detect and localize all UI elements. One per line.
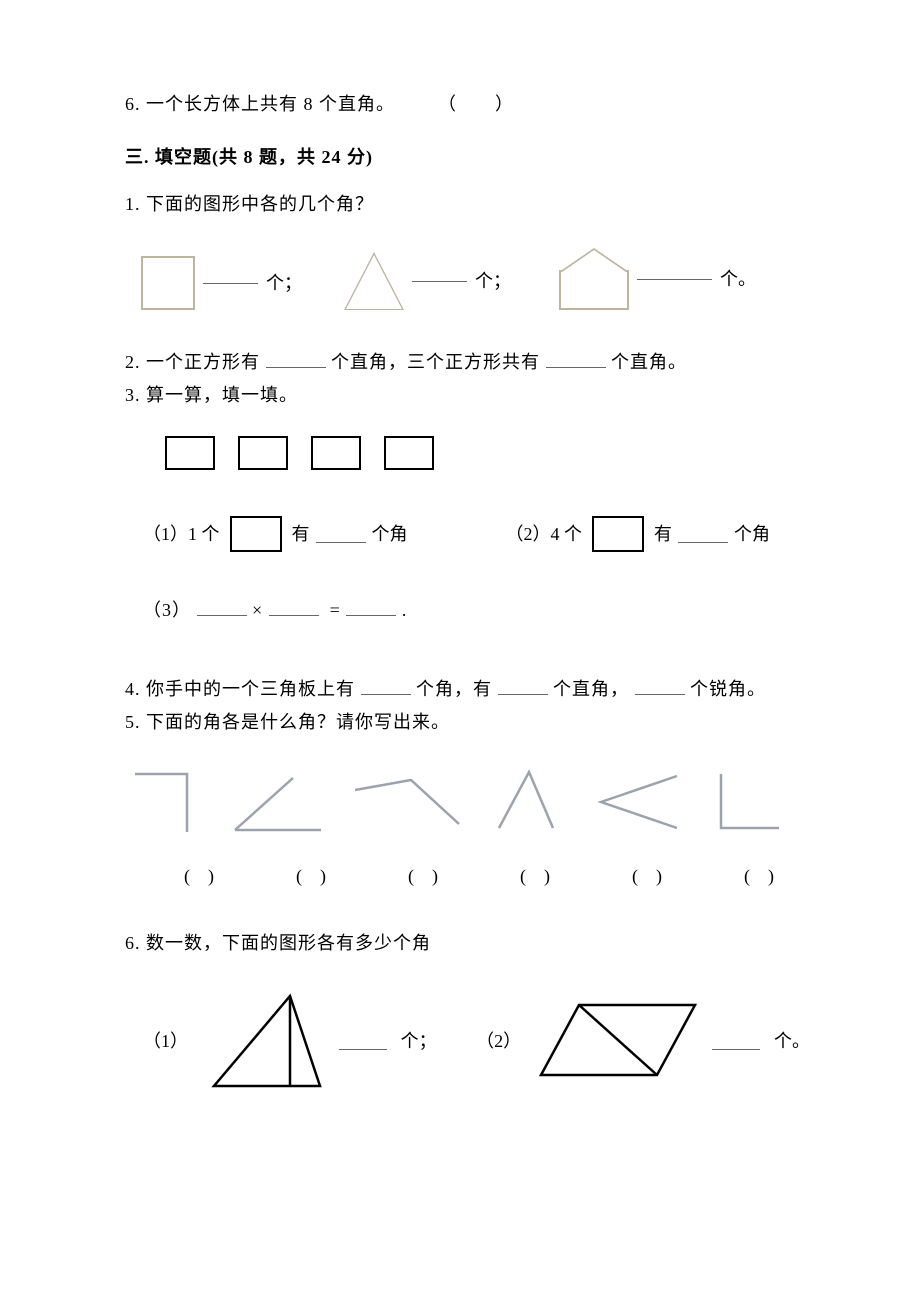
q6-sub1-label: （1） <box>143 1027 188 1056</box>
q3-sub-mid: 有 <box>654 520 672 549</box>
blank-input[interactable] <box>339 1032 387 1050</box>
q6-shapes-row: （1） 个； （2） 个。 <box>143 990 810 1092</box>
q1-shapes-row: 个； 个； 个。 <box>141 248 810 310</box>
q3-sub-end: 个角 <box>734 520 770 549</box>
q3-sub-end: 个角 <box>372 520 408 549</box>
blank-line <box>637 279 712 280</box>
rectangle-icon <box>238 436 288 470</box>
blank-input[interactable] <box>269 598 319 616</box>
q1-shape-triangle-unit: 个； <box>344 252 511 310</box>
angle-right-down-icon <box>133 772 205 834</box>
q3-sub-3: （3） × = . <box>143 596 810 625</box>
angle-caret-icon <box>491 768 567 834</box>
paren-blank[interactable]: ( ) <box>377 862 469 891</box>
q3-subquestions: （1）1 个 有 个角 （2）4 个 有 个角 <box>125 498 810 562</box>
blank-input[interactable] <box>635 677 685 695</box>
question-4: 4. 你手中的一个三角板上有 个角，有 个直角， 个锐角。 <box>125 675 810 704</box>
unit-label: 个； <box>475 267 511 296</box>
q2-text-b: 个直角，三个正方形共有 <box>331 352 540 372</box>
blank-line <box>412 281 467 282</box>
pentagon-icon <box>559 248 629 310</box>
q4-text-b: 个角，有 <box>416 679 492 699</box>
q2-text-a: 2. 一个正方形有 <box>125 352 260 372</box>
rectangle-icon <box>230 516 282 552</box>
section-3-header: 三. 填空题(共 8 题，共 24 分) <box>125 143 810 172</box>
angle-greater-icon <box>595 772 685 834</box>
unit-label: 个。 <box>720 265 756 294</box>
angle-acute-icon <box>233 772 325 834</box>
paren-blank[interactable]: ( ) <box>489 862 581 891</box>
q3-sub1-label: （1）1 个 <box>143 520 220 549</box>
blank-input[interactable] <box>678 525 728 543</box>
q3-sub-2: （2）4 个 有 个角 <box>506 516 771 552</box>
question-5: 5. 下面的角各是什么角？请你写出来。 <box>125 708 810 737</box>
blank-input[interactable] <box>498 677 548 695</box>
q3-sub2-label: （2）4 个 <box>506 520 583 549</box>
rectangle-icon <box>311 436 361 470</box>
blank-input[interactable] <box>546 350 606 368</box>
rectangle-icon <box>165 436 215 470</box>
q6-paren: （ ） <box>438 94 514 114</box>
q4-text-a: 4. 你手中的一个三角板上有 <box>125 679 355 699</box>
eq-sign: = <box>330 600 341 620</box>
question-3: 3. 算一算，填一填。 <box>125 381 810 410</box>
q4-text-d: 个锐角。 <box>690 679 766 699</box>
unit-label: 个。 <box>774 1027 810 1056</box>
unit-label: 个； <box>266 269 302 298</box>
angle-obtuse-icon <box>353 772 463 834</box>
mult-sign: × <box>252 600 263 620</box>
q6-text: 6. 一个长方体上共有 8 个直角。 <box>125 94 395 114</box>
blank-input[interactable] <box>346 598 396 616</box>
q3-rect-row <box>165 436 810 470</box>
q5-angles-row <box>133 768 810 834</box>
paren-blank[interactable]: ( ) <box>153 862 245 891</box>
triangle-right-shape-icon <box>202 990 325 1092</box>
q5-paren-row: ( ) ( ) ( ) ( ) ( ) ( ) <box>153 862 810 891</box>
q3-sub-mid: 有 <box>292 520 310 549</box>
rectangle-icon <box>592 516 644 552</box>
parallelogram-diag-icon <box>535 995 698 1087</box>
paren-blank[interactable]: ( ) <box>265 862 357 891</box>
question-6-bottom: 6. 数一数，下面的图形各有多少个角 <box>125 929 810 958</box>
q1-shape-pentagon-unit: 个。 <box>559 248 756 310</box>
blank-input[interactable] <box>712 1032 760 1050</box>
question-6-top: 6. 一个长方体上共有 8 个直角。 （ ） <box>125 90 810 119</box>
rectangle-icon <box>384 436 434 470</box>
blank-input[interactable] <box>316 525 366 543</box>
blank-input[interactable] <box>266 350 326 368</box>
question-2: 2. 一个正方形有 个直角，三个正方形共有 个直角。 <box>125 348 810 377</box>
paren-blank[interactable]: ( ) <box>601 862 693 891</box>
q3-sub-1: （1）1 个 有 个角 <box>143 516 408 552</box>
q2-text-c: 个直角。 <box>611 352 687 372</box>
dot: . <box>402 600 408 620</box>
unit-label: 个； <box>401 1027 437 1056</box>
q6-sub2-label: （2） <box>476 1027 521 1056</box>
q1-shape-square-unit: 个； <box>141 256 302 310</box>
q3-sub3-label: （3） <box>143 600 191 620</box>
paren-blank[interactable]: ( ) <box>713 862 805 891</box>
angle-right-up-icon <box>713 772 785 834</box>
blank-input[interactable] <box>361 677 411 695</box>
square-icon <box>141 256 195 310</box>
q4-text-c: 个直角， <box>553 679 629 699</box>
blank-line <box>203 283 258 284</box>
blank-input[interactable] <box>197 598 247 616</box>
question-1: 1. 下面的图形中各的几个角？ <box>125 190 810 219</box>
triangle-icon <box>344 252 404 310</box>
